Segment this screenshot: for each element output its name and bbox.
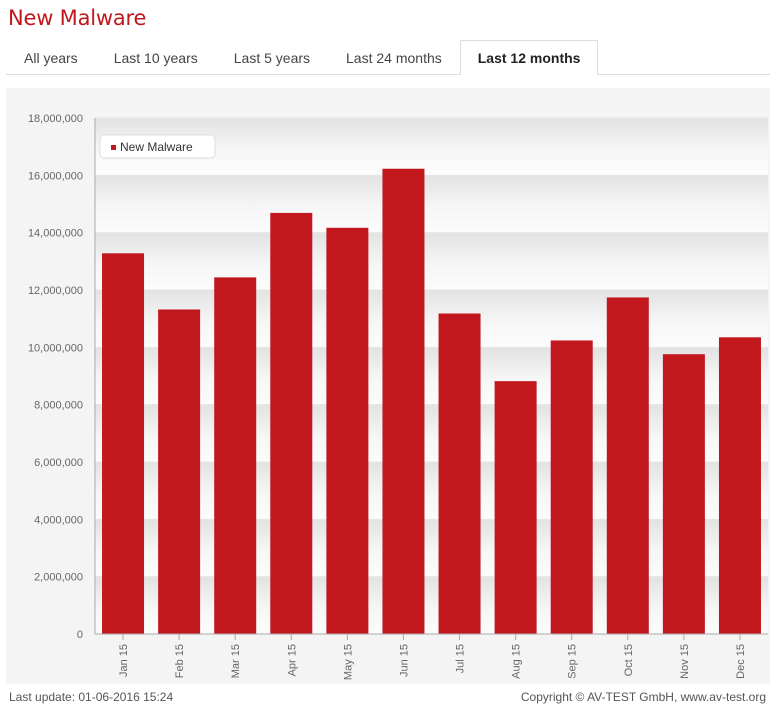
bar — [326, 227, 369, 634]
grid-band — [95, 519, 768, 577]
tab-last-10-years[interactable]: Last 10 years — [113, 50, 198, 66]
x-tick-label: Jun 15 — [398, 644, 410, 677]
x-tick-label: Aug 15 — [511, 644, 523, 679]
y-tick-label: 18,000,000 — [28, 113, 83, 125]
y-tick-label: 16,000,000 — [28, 170, 83, 182]
x-tick-label: Dec 15 — [735, 644, 747, 679]
bar — [270, 212, 313, 634]
x-axis: Jan 15 Feb 15 Mar 15 Apr 15 May 15 Jun 15 Jul … — [95, 633, 768, 680]
grid-band — [95, 404, 768, 462]
y-tick-label: 10,000,000 — [28, 342, 83, 354]
page-title: New Malware — [8, 6, 147, 30]
last-update-text: Last update: 01-06-2016 15:24 — [9, 690, 174, 704]
x-tick-label: Mar 15 — [230, 644, 242, 678]
y-tick-label: 14,000,000 — [28, 228, 83, 240]
bar — [158, 309, 201, 634]
x-tick-label: Sep 15 — [567, 644, 579, 679]
x-tick-label: Jan 15 — [118, 644, 130, 677]
grid-band — [95, 232, 768, 290]
tab-last-5-years[interactable]: Last 5 years — [233, 50, 311, 66]
legend-swatch — [111, 145, 116, 150]
tab-bar: All years Last 10 years Last 5 years Las… — [6, 40, 770, 75]
y-tick-label: 6,000,000 — [34, 457, 83, 469]
grid-band — [95, 347, 768, 405]
y-tick-label: 0 — [77, 629, 83, 641]
x-tick-label: Apr 15 — [286, 644, 298, 676]
bars — [102, 168, 761, 634]
grid-bands — [95, 117, 768, 635]
x-tick-label: Feb 15 — [174, 644, 186, 678]
grid-band — [95, 462, 768, 520]
bar — [718, 337, 761, 634]
y-tick-label: 8,000,000 — [34, 400, 83, 412]
bar — [606, 297, 649, 634]
x-tick-label: Jul 15 — [455, 644, 467, 673]
x-tick-label: Nov 15 — [679, 644, 691, 679]
tab-last-12-months[interactable]: Last 12 months — [459, 40, 599, 75]
copyright-text: Copyright © AV-TEST GmbH, www.av-test.or… — [520, 690, 766, 704]
bar-chart: 0 2,000,000 4,000,000 6,000,000 8,000,000 10,… — [28, 113, 768, 680]
y-tick-label: 12,000,000 — [28, 285, 83, 297]
bar — [214, 277, 257, 634]
legend-box — [99, 134, 216, 159]
x-tick-label: May 15 — [342, 644, 354, 680]
legend-label: New Malware — [120, 140, 193, 154]
y-tick-label: 4,000,000 — [34, 514, 83, 526]
chart-area: 0 2,000,000 4,000,000 6,000,000 8,000,000 10,… — [6, 88, 770, 684]
y-axis: 0 2,000,000 4,000,000 6,000,000 8,000,000 10,… — [28, 113, 96, 641]
tab-all-years[interactable]: All years — [24, 50, 78, 66]
legend: New Malware — [99, 134, 216, 159]
bar — [382, 168, 425, 634]
tab-last-24-months[interactable]: Last 24 months — [346, 50, 442, 66]
grid-band — [95, 290, 768, 348]
bar — [494, 381, 537, 634]
bar — [102, 253, 145, 634]
grid-band — [95, 175, 768, 233]
bar — [438, 313, 481, 634]
x-tick-label: Oct 15 — [623, 644, 635, 676]
grid-band — [95, 576, 768, 634]
bar — [550, 340, 593, 634]
bar — [662, 354, 705, 634]
y-tick-label: 2,000,000 — [34, 572, 83, 584]
